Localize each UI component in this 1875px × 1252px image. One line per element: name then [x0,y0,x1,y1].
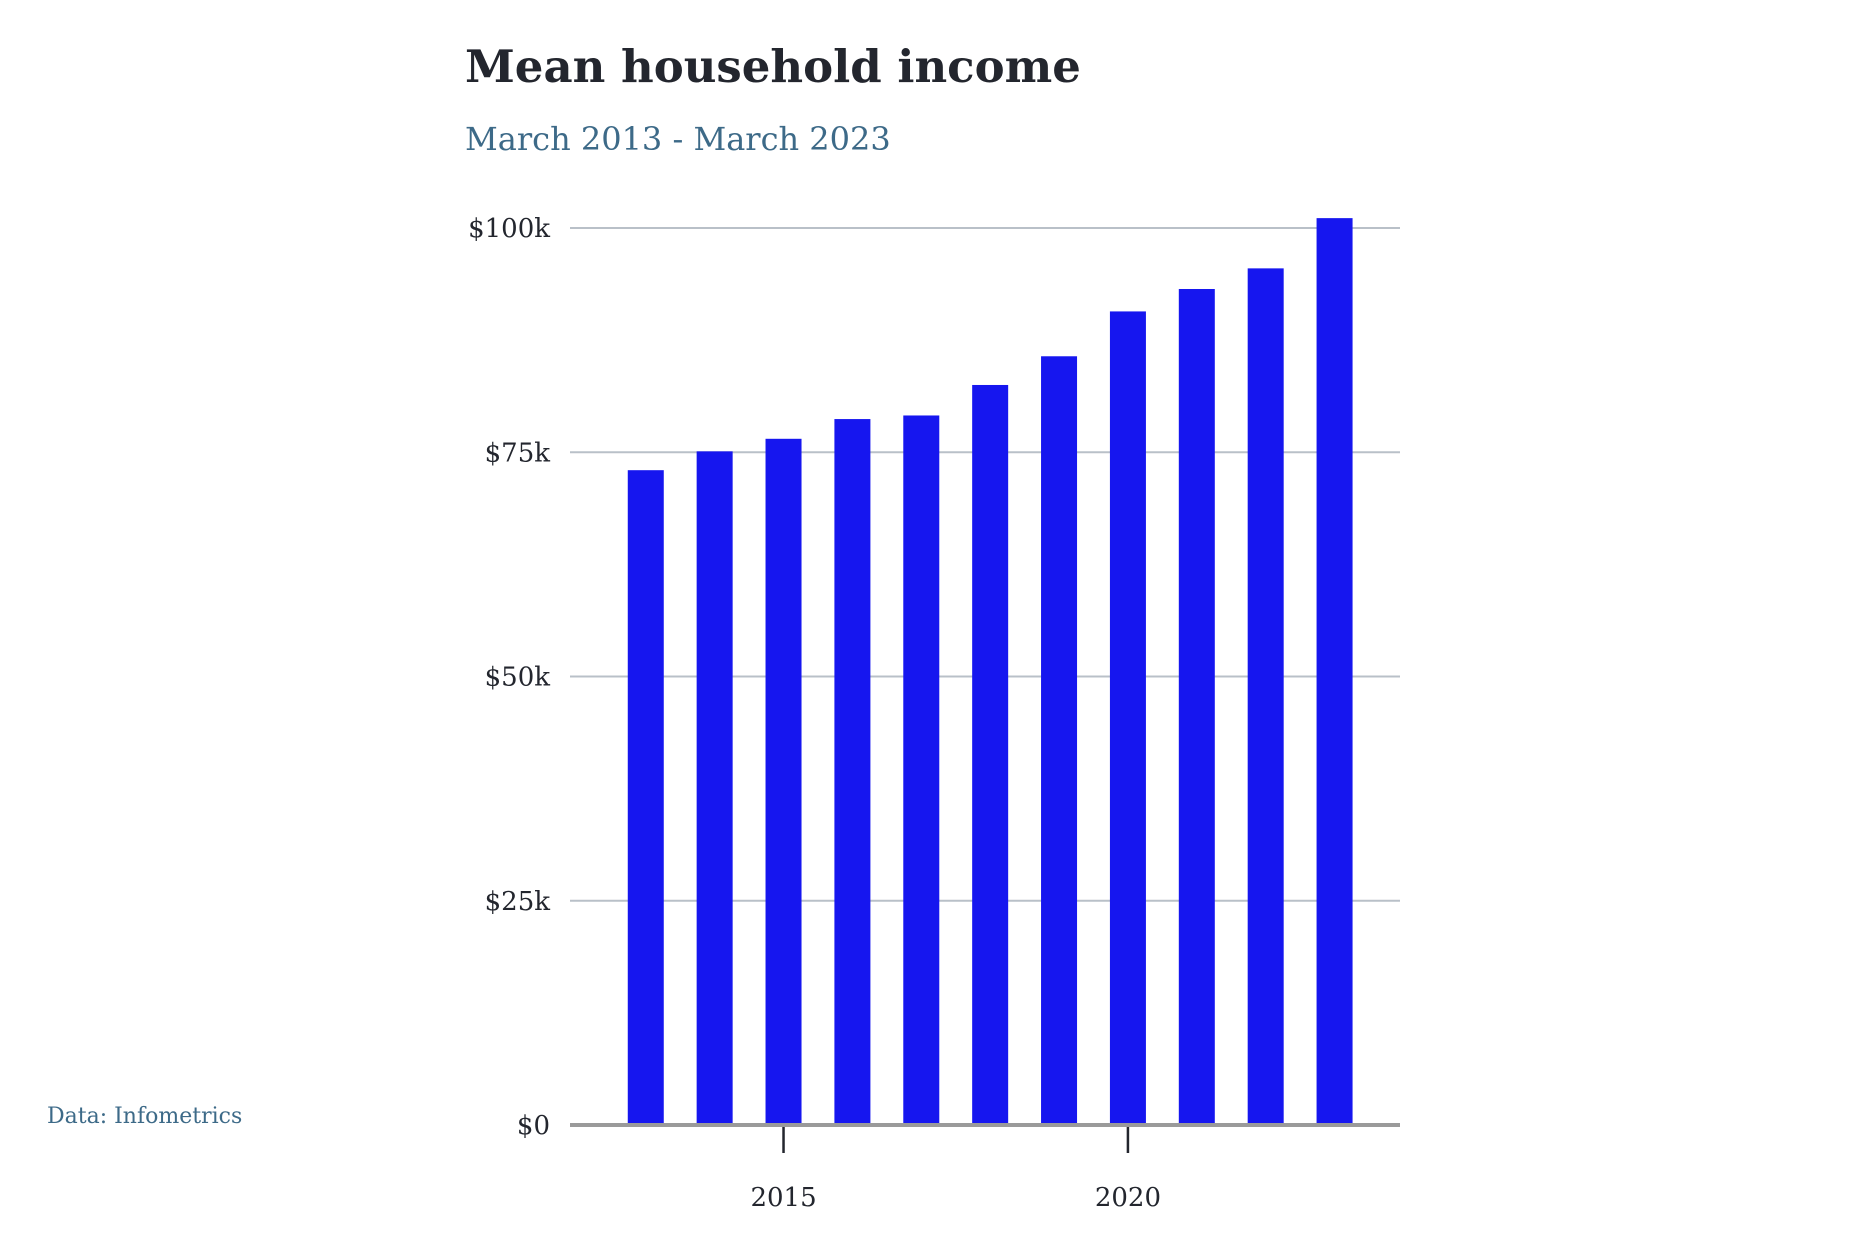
bar [696,451,733,1125]
chart-subtitle: March 2013 - March 2023 [465,120,891,158]
bar [627,470,664,1125]
bar [1178,288,1215,1126]
bar [1247,268,1284,1125]
y-tick-label: $50k [485,663,551,693]
x-axis: 2015 2020 [570,1123,1400,1213]
data-source-note: Data: Infometrics [47,1104,242,1129]
bar [1316,218,1353,1125]
y-tick-label: $25k [485,887,551,917]
bar [1041,356,1078,1125]
bar [1109,311,1146,1125]
bars [627,218,1353,1126]
y-tick-label: $100k [468,214,550,244]
x-tick-label: 2020 [1095,1183,1161,1213]
chart-title: Mean household income [465,40,1081,93]
bar [834,419,871,1125]
bar [903,415,940,1125]
y-tick-label: $0 [517,1111,550,1141]
bar [972,384,1009,1126]
y-tick-label: $75k [485,438,551,468]
x-tick-label: 2015 [750,1183,816,1213]
y-axis-tick-labels: $0 $25k $50k $75k $100k [468,214,550,1141]
bar [765,438,802,1125]
